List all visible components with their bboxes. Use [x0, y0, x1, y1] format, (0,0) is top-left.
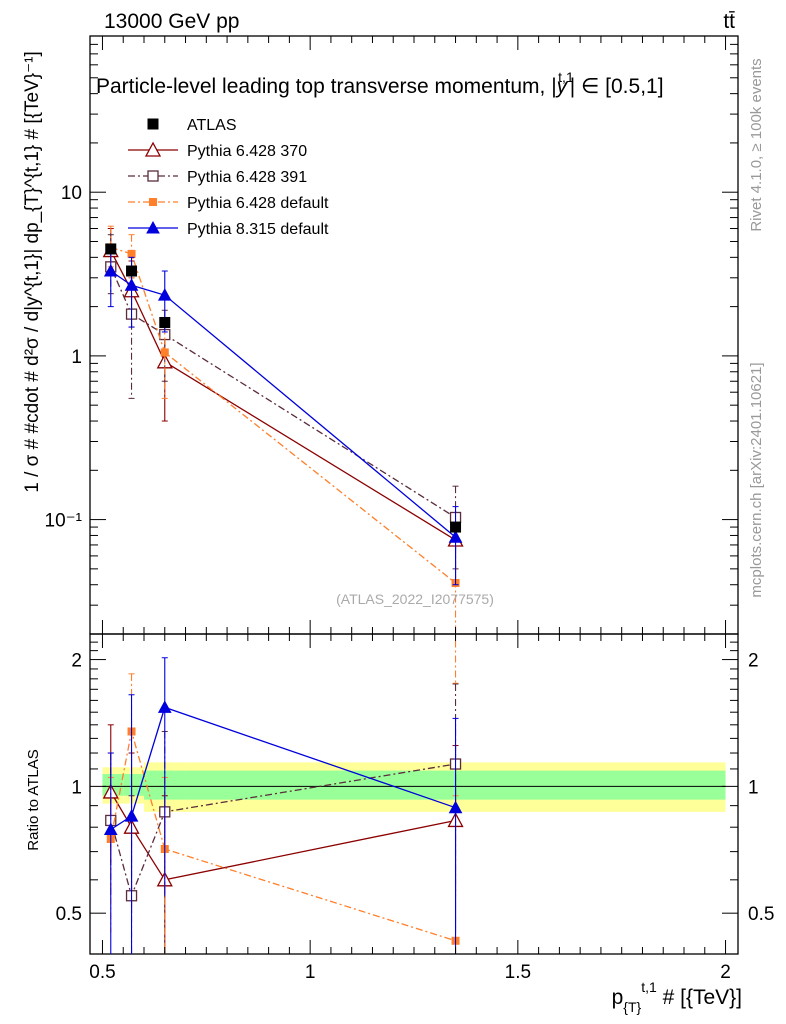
legend-label: Pythia 6.428 370	[187, 143, 307, 160]
y-tick-label: 10⁻¹	[45, 511, 83, 532]
legend-marker	[147, 170, 159, 182]
series-line	[110, 246, 456, 584]
rivet-label: Rivet 4.1.0, ≥ 100k events	[748, 58, 765, 231]
y-tick-label: 10	[61, 183, 82, 204]
legend-marker	[149, 198, 157, 206]
legend-label: Pythia 6.428 default	[187, 195, 329, 212]
series-point	[157, 288, 172, 301]
series-0	[102, 228, 464, 586]
legend-entry: Pythia 8.315 default	[128, 220, 329, 238]
y-axis-label: 1 / σ # #cdot # d²σ / d|y^{t,1}| dp_{T}^…	[22, 51, 43, 492]
ratio-y-tick-label-right: 2	[748, 651, 759, 672]
legend-entry: ATLAS	[147, 117, 237, 134]
ratio-y-tick-label-right: 1	[748, 777, 759, 798]
series-3	[103, 246, 463, 586]
legend-entry: Pythia 6.428 default	[128, 195, 329, 212]
ratio-y-tick-label: 2	[71, 651, 82, 672]
legend-label: Pythia 8.315 default	[187, 221, 329, 238]
x-tick-label: 1.5	[505, 962, 531, 983]
ratio-panel	[89, 633, 739, 955]
series-point	[160, 348, 169, 357]
ratio-point	[103, 822, 118, 835]
ratio-line	[110, 731, 456, 942]
ratio-y-tick-label: 1	[71, 777, 82, 798]
data-point	[159, 316, 171, 328]
series-line	[110, 270, 456, 538]
legend-marker	[144, 141, 162, 157]
header-energy: 13000 GeV pp	[104, 10, 239, 33]
series-1	[105, 234, 462, 570]
mcplots-label: mcplots.cern.ch [arXiv:2401.10621]	[748, 362, 765, 597]
legend-marker	[146, 220, 160, 234]
data-point	[450, 521, 462, 533]
ratio-point	[124, 809, 139, 822]
legend-label: ATLAS	[187, 117, 237, 134]
series-line	[110, 266, 456, 519]
series-line	[110, 250, 456, 541]
legend-label: Pythia 6.428 391	[187, 169, 307, 186]
ratio-y-axis-label: Ratio to ATLAS	[25, 749, 42, 850]
x-axis-label: p{T}t,1 # [{TeV}]	[612, 979, 742, 1015]
y-tick-label: 1	[71, 347, 82, 368]
analysis-watermark: (ATLAS_2022_I2077575)	[336, 591, 494, 607]
ratio-y-tick-label: 0.5	[56, 904, 82, 925]
series-point	[448, 530, 463, 543]
legend-entry: Pythia 6.428 391	[128, 169, 307, 186]
legend-entry: Pythia 6.428 370	[128, 141, 307, 160]
series-point	[124, 278, 139, 291]
ratio-line	[110, 763, 456, 898]
data-point	[126, 265, 138, 277]
ratio-point	[157, 700, 172, 713]
ratio-point	[448, 800, 463, 814]
series-point	[103, 263, 118, 277]
chart-title: Particle-level leading top transverse mo…	[96, 69, 664, 98]
legend-marker	[147, 118, 159, 130]
x-tick-label: 0.5	[89, 962, 115, 983]
x-tick-label: 1	[305, 962, 316, 983]
legend: ATLAS Pythia 6.428 370 Pythia 6.428 391 Pyt…	[128, 117, 329, 238]
x-tick-label: 2	[720, 962, 731, 983]
header-process: tt̄	[723, 10, 735, 33]
ratio-series-3	[103, 657, 463, 954]
data-series	[105, 243, 462, 533]
ratio-y-tick-label-right: 0.5	[748, 904, 774, 925]
data-point	[105, 243, 117, 255]
ratio-series-0	[102, 724, 464, 954]
ratio-line	[110, 706, 456, 831]
series-point	[127, 249, 136, 258]
series-2	[106, 225, 460, 684]
